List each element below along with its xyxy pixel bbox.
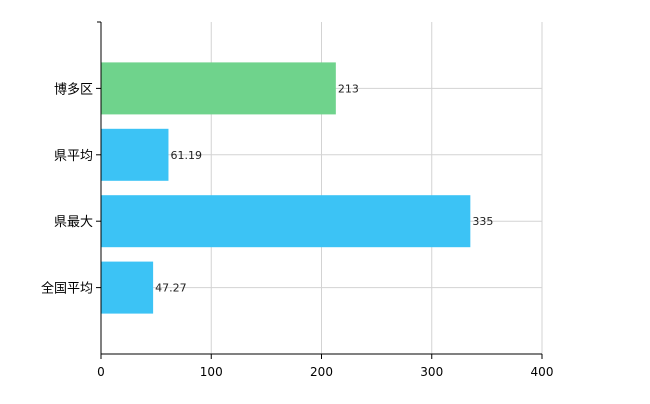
data-label: 47.27	[155, 282, 187, 295]
data-label: 61.19	[170, 149, 202, 162]
data-label: 335	[472, 215, 493, 228]
y-tick-label: 博多区	[54, 81, 93, 97]
y-tick-label: 全国平均	[41, 281, 93, 297]
y-tick-label: 県平均	[54, 149, 93, 164]
x-tick-label: 0	[97, 365, 105, 379]
x-tick-label: 200	[310, 365, 333, 379]
bar	[101, 261, 154, 314]
bar	[101, 128, 169, 181]
x-tick-label: 400	[531, 365, 554, 379]
y-tick-label: 県最大	[54, 215, 93, 230]
bar	[101, 62, 336, 115]
x-tick-label: 100	[200, 365, 223, 379]
axes	[96, 21, 543, 359]
bars	[101, 62, 471, 314]
x-tick-label: 300	[420, 365, 443, 379]
bar	[101, 195, 471, 248]
data-label: 213	[338, 82, 359, 95]
